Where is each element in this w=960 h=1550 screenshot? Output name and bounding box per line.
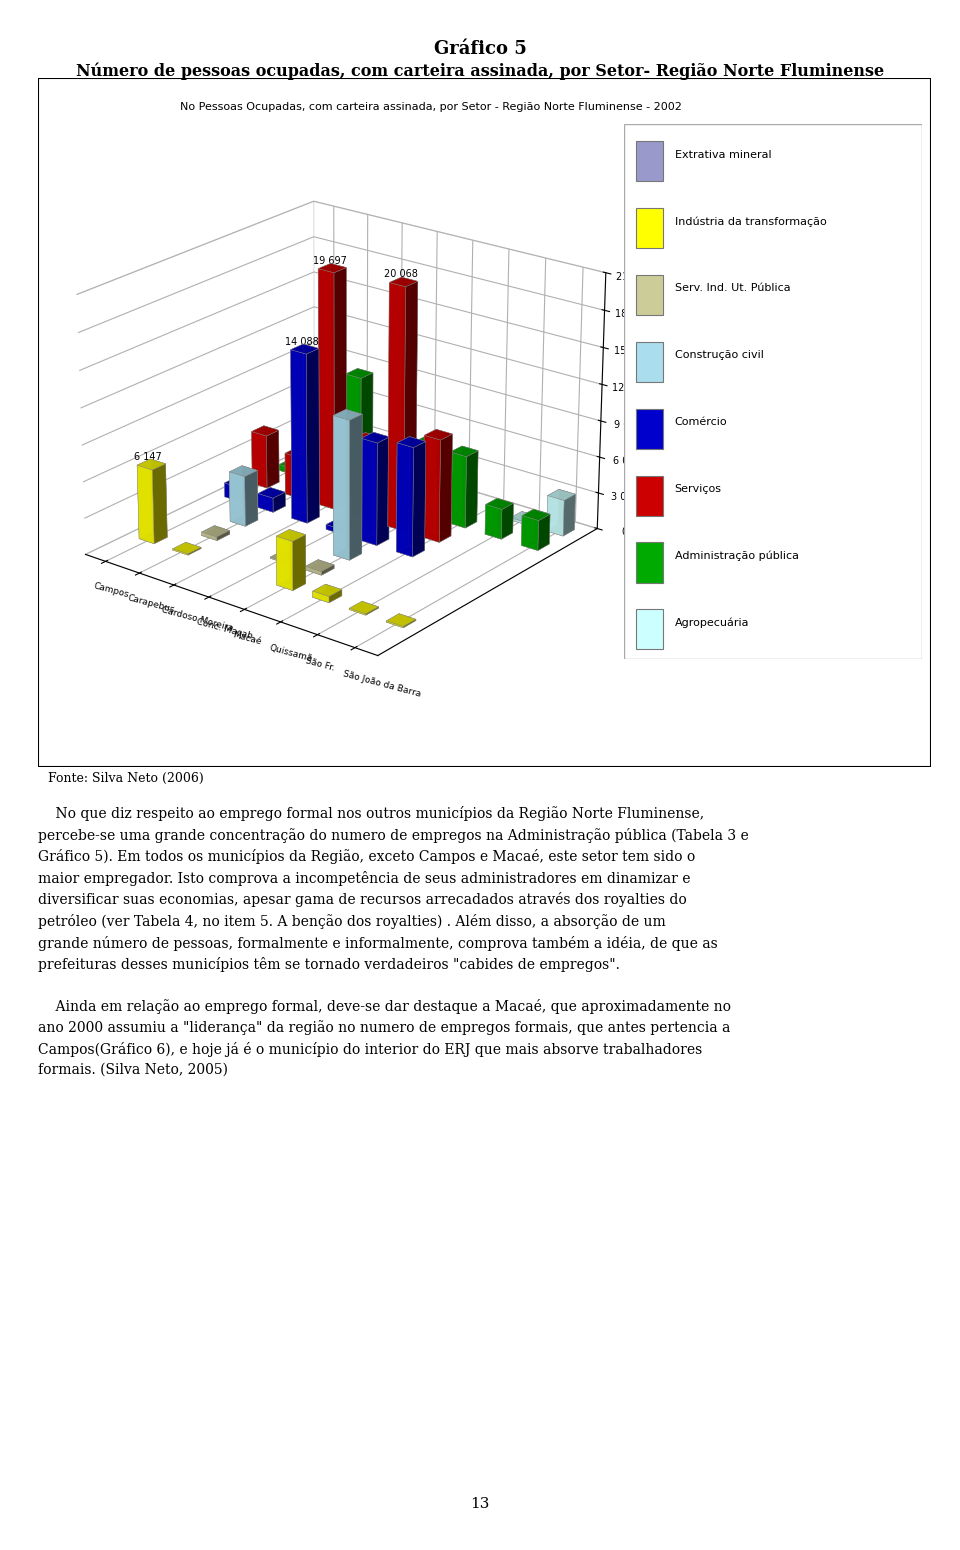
FancyBboxPatch shape bbox=[636, 609, 662, 649]
Text: Extrativa mineral: Extrativa mineral bbox=[675, 150, 771, 160]
FancyBboxPatch shape bbox=[636, 409, 662, 450]
Text: No Pessoas Ocupadas, com carteira assinada, por Setor - Região Norte Fluminense : No Pessoas Ocupadas, com carteira assina… bbox=[180, 102, 683, 112]
Text: Administração pública: Administração pública bbox=[675, 550, 799, 561]
Text: Gráfico 5: Gráfico 5 bbox=[434, 40, 526, 59]
Text: Fonte: Silva Neto (2006): Fonte: Silva Neto (2006) bbox=[48, 772, 204, 784]
Text: Serviços: Serviços bbox=[675, 484, 722, 494]
FancyBboxPatch shape bbox=[636, 343, 662, 381]
FancyBboxPatch shape bbox=[636, 141, 662, 181]
FancyBboxPatch shape bbox=[636, 208, 662, 248]
FancyBboxPatch shape bbox=[636, 476, 662, 516]
Text: Construção civil: Construção civil bbox=[675, 350, 763, 360]
FancyBboxPatch shape bbox=[38, 78, 931, 767]
Text: Agropecuária: Agropecuária bbox=[675, 617, 749, 628]
Text: Comércio: Comércio bbox=[675, 417, 728, 428]
Text: 13: 13 bbox=[470, 1497, 490, 1511]
FancyBboxPatch shape bbox=[636, 274, 662, 315]
Text: No que diz respeito ao emprego formal nos outros municípios da Região Norte Flum: No que diz respeito ao emprego formal no… bbox=[38, 806, 749, 1077]
FancyBboxPatch shape bbox=[636, 542, 662, 583]
Text: Indústria da transformação: Indústria da transformação bbox=[675, 217, 827, 226]
Text: Número de pessoas ocupadas, com carteira assinada, por Setor- Região Norte Flumi: Número de pessoas ocupadas, com carteira… bbox=[76, 62, 884, 79]
FancyBboxPatch shape bbox=[624, 124, 922, 659]
Text: Serv. Ind. Ut. Pública: Serv. Ind. Ut. Pública bbox=[675, 284, 790, 293]
